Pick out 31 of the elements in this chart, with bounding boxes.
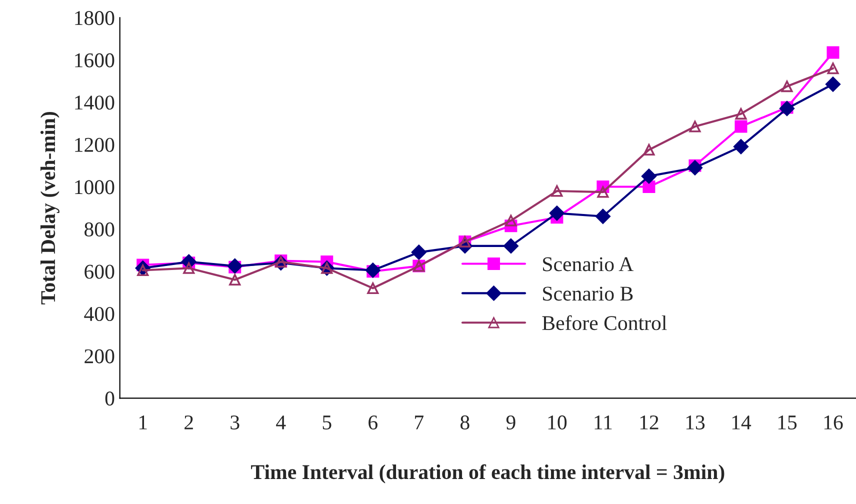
x-tick-label: 1 — [139, 416, 147, 430]
legend-label: Scenario B — [543, 286, 633, 301]
y-tick-label: 0 — [105, 392, 114, 406]
y-tick-label: 400 — [84, 306, 114, 322]
legend-label: Scenario A — [543, 257, 634, 272]
x-tick-label: 6 — [368, 415, 378, 430]
y-tick-label: 800 — [84, 222, 114, 236]
x-tick-label: 5 — [322, 416, 332, 430]
x-tick-label: 12 — [640, 415, 658, 430]
y-tick-label: 600 — [84, 264, 114, 279]
x-tick-label: 3 — [230, 415, 240, 430]
y-tick-label: 1200 — [75, 138, 114, 152]
x-tick-label: 10 — [548, 415, 567, 430]
x-tick-label: 4 — [276, 416, 286, 430]
x-tick-label: 8 — [460, 415, 470, 430]
x-tick-label: 15 — [778, 416, 797, 430]
y-axis-title: Total Delay (veh-min) — [40, 112, 60, 304]
x-axis-title: Time Interval (duration of each time interval = 3min) — [251, 464, 724, 484]
y-tick-label: 1600 — [75, 53, 114, 68]
x-tick-label: 14 — [732, 416, 752, 430]
x-tick-label: 11 — [594, 416, 612, 430]
y-tick-label: 1400 — [75, 96, 114, 110]
x-tick-label: 9 — [506, 415, 516, 430]
legend-label: Before Control — [542, 315, 667, 330]
x-tick-label: 16 — [824, 415, 843, 430]
y-tick-label: 200 — [84, 349, 114, 364]
y-tick-label: 1000 — [75, 180, 114, 194]
x-tick-label: 2 — [184, 415, 193, 430]
y-tick-label: 1800 — [75, 11, 114, 26]
x-tick-label: 13 — [686, 415, 705, 430]
x-tick-label: 7 — [415, 416, 424, 430]
